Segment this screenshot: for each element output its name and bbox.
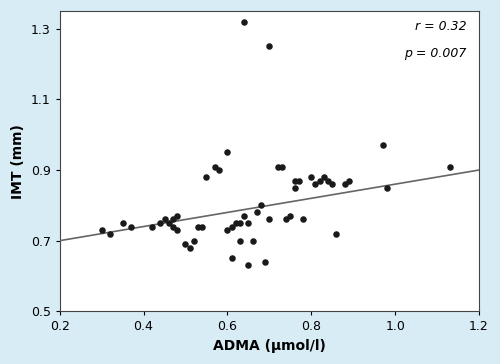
- Point: [299, 217, 307, 222]
- Point: [236, 220, 244, 226]
- Point: [244, 262, 252, 268]
- Point: [308, 174, 316, 180]
- Point: [324, 178, 332, 183]
- Point: [202, 174, 210, 180]
- Point: [378, 142, 386, 148]
- Point: [164, 220, 172, 226]
- Point: [332, 231, 340, 237]
- Point: [257, 202, 265, 208]
- Point: [194, 223, 202, 229]
- Point: [156, 220, 164, 226]
- Text: p = 0.007: p = 0.007: [404, 47, 466, 60]
- Point: [173, 213, 181, 219]
- Point: [160, 217, 168, 222]
- Point: [316, 178, 324, 183]
- Point: [236, 238, 244, 244]
- Point: [232, 220, 240, 226]
- Point: [320, 174, 328, 180]
- Y-axis label: IMT (mm): IMT (mm): [11, 124, 25, 199]
- Point: [261, 259, 269, 265]
- Point: [118, 220, 126, 226]
- Point: [274, 163, 281, 169]
- Point: [240, 19, 248, 25]
- Point: [278, 163, 286, 169]
- X-axis label: ADMA (μmol/l): ADMA (μmol/l): [213, 339, 326, 353]
- Point: [266, 44, 274, 50]
- Point: [282, 217, 290, 222]
- Point: [294, 178, 302, 183]
- Point: [341, 181, 349, 187]
- Point: [290, 185, 298, 191]
- Point: [328, 181, 336, 187]
- Text: r = 0.32: r = 0.32: [415, 20, 467, 33]
- Point: [211, 163, 219, 169]
- Point: [345, 178, 353, 183]
- Point: [446, 163, 454, 169]
- Point: [286, 213, 294, 219]
- Point: [228, 256, 235, 261]
- Point: [169, 223, 177, 229]
- Point: [240, 213, 248, 219]
- Point: [169, 217, 177, 222]
- Point: [198, 223, 206, 229]
- Point: [148, 223, 156, 229]
- Point: [106, 231, 114, 237]
- Point: [127, 223, 135, 229]
- Point: [224, 227, 232, 233]
- Point: [248, 238, 256, 244]
- Point: [383, 185, 391, 191]
- Point: [312, 181, 320, 187]
- Point: [190, 238, 198, 244]
- Point: [182, 241, 190, 247]
- Point: [186, 245, 194, 251]
- Point: [266, 217, 274, 222]
- Point: [98, 227, 106, 233]
- Point: [253, 210, 261, 215]
- Point: [173, 227, 181, 233]
- Point: [215, 167, 223, 173]
- Point: [224, 150, 232, 155]
- Point: [290, 178, 298, 183]
- Point: [244, 220, 252, 226]
- Point: [228, 223, 235, 229]
